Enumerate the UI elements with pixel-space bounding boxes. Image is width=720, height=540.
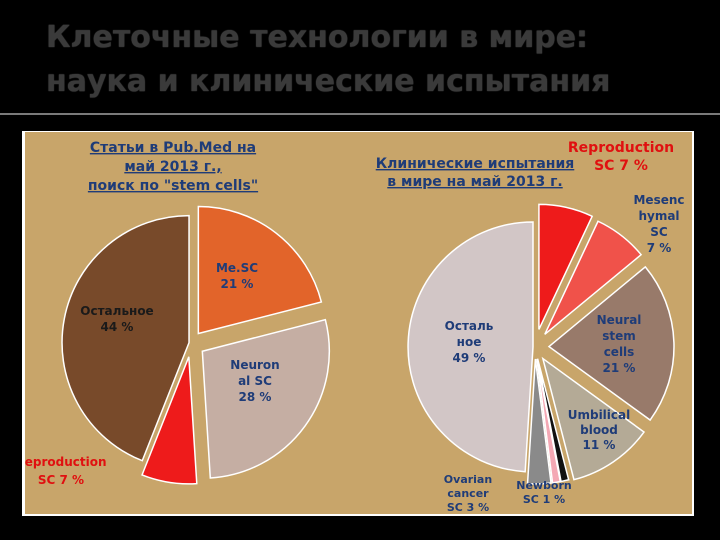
slice-label-reproduction-sc: Reproduction SC 7 % <box>25 455 107 487</box>
slice-label-line: Осталь <box>445 319 494 333</box>
slice-label-line: 49 % <box>453 351 486 365</box>
slide-title-line-1: Клеточные технологии в мире: <box>46 20 589 55</box>
slice-label-line: Neuron <box>230 358 279 372</box>
slice-label-line: SC <box>650 225 668 239</box>
pie-slice-остальное <box>407 221 534 473</box>
slice-label-neural-stem-cells: Neural stem cells 21 % <box>597 313 642 375</box>
slice-label-line: 11 % <box>583 438 616 452</box>
slice-label-line: Newborn <box>516 479 572 492</box>
pie-slice-newborn-sc <box>536 358 570 483</box>
slice-label-mesenchymal-sc: Mesenc hymal SC 7 % <box>633 193 684 255</box>
slide-title-line-2: наука и клинические испытания <box>46 64 611 99</box>
slice-label-line: 21 % <box>603 361 636 375</box>
slice-label-line: al SC <box>238 374 272 388</box>
slice-label-line: Reproduction <box>568 140 674 156</box>
slice-label-line: 21 % <box>221 277 254 291</box>
pie-slice-остальное <box>61 214 190 462</box>
chart-title-line: Статьи в Pub.Med на <box>90 140 256 156</box>
pie-chart-1: Статьи в Pub.Med на май 2013 г., поиск по … <box>25 140 331 487</box>
slice-label-line: Ovarian <box>444 473 492 486</box>
slice-label-line: Me.SC <box>216 261 258 275</box>
slice-label-line: Reproduction <box>25 455 107 469</box>
chart-title-line: в мире на май 2013 г. <box>387 174 562 190</box>
pie-chart-1-title: Статьи в Pub.Med на май 2013 г., поиск по … <box>88 140 258 194</box>
pie-chart-2: Клинические испытания в мире на май 2013 … <box>376 140 685 514</box>
slice-label-line: Остальное <box>80 304 153 318</box>
slice-label-line: Umbilical <box>568 408 631 422</box>
pie-slice-mesenchymal-sc <box>544 220 643 335</box>
pie-charts-svg: Статьи в Pub.Med на май 2013 г., поиск по … <box>25 140 685 514</box>
pie-slice-reproduction-sc <box>141 356 198 485</box>
pie-slice-reproduction-sc <box>538 203 594 330</box>
slice-label-line: SC 1 % <box>523 493 565 506</box>
slice-label-line: SC 7 % <box>594 158 648 174</box>
pie-slice-pink <box>536 358 562 484</box>
slice-label-line: ное <box>457 335 482 349</box>
pie-slice-me-sc <box>197 205 323 335</box>
slice-label-line: 44 % <box>101 320 134 334</box>
slice-label-остальное: Остальное 44 % <box>80 304 153 334</box>
slice-label-line: 7 % <box>647 241 672 255</box>
slice-label-line: SC 3 % <box>447 501 489 514</box>
slice-label-line: Mesenc <box>633 193 684 207</box>
slice-label-line: hymal <box>638 209 679 223</box>
slice-label-line: SC 7 % <box>38 473 84 487</box>
slice-label-line: 28 % <box>239 390 272 404</box>
chart-title-line: Клинические испытания <box>376 156 575 172</box>
pie-chart-2-title: Клинические испытания в мире на май 2013 … <box>376 156 575 190</box>
slice-label-остальное: Осталь ное 49 % <box>445 319 494 365</box>
slice-label-neuronal-sc: Neuron al SC 28 % <box>230 358 279 404</box>
slice-label-line: cancer <box>447 487 489 500</box>
pie-slice-umbilical-blood <box>541 356 646 481</box>
slice-label-reproduction-sc: Reproduction SC 7 % <box>568 140 674 174</box>
slide-title: Клеточные технологии в мире: наука и кли… <box>46 16 706 104</box>
slice-label-me-sc: Me.SC 21 % <box>216 261 258 291</box>
chart-title-line: поиск по "stem cells" <box>88 178 258 194</box>
title-divider <box>0 113 720 115</box>
slice-label-line: cells <box>604 345 635 359</box>
pie-slice-neural-stem-cells <box>547 265 675 422</box>
pie-slice-neuronal-sc <box>201 318 331 479</box>
slice-label-line: Neural <box>597 313 642 327</box>
chart-title-line: май 2013 г., <box>124 159 221 175</box>
chart-area: Статьи в Pub.Med на май 2013 г., поиск по … <box>25 132 692 514</box>
slice-label-line: stem <box>602 329 636 343</box>
slice-label-line: blood <box>580 423 618 437</box>
pie-slice-ovarian-cancer-sc <box>526 358 552 485</box>
